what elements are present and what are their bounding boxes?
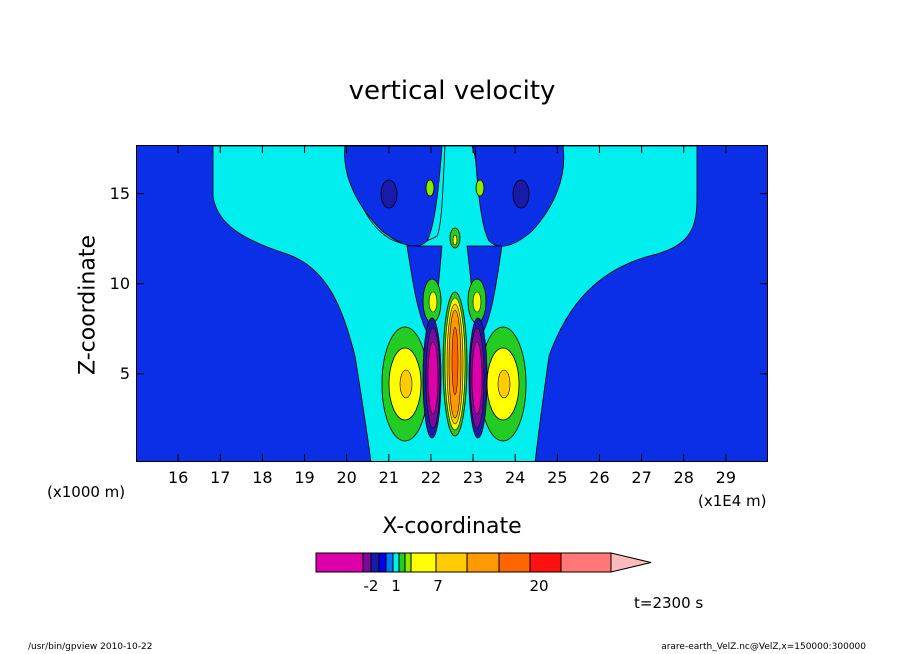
footer-left: /usr/bin/gpview 2010-10-22 — [28, 642, 153, 652]
colorbar-swatch — [362, 552, 372, 573]
colorbar-label: 7 — [433, 577, 443, 595]
upper-yellow-center — [452, 234, 458, 246]
x-tick-label: 22 — [420, 468, 442, 487]
colorbar-swatch — [466, 552, 500, 573]
upper-dark-left — [380, 179, 398, 209]
y-axis-label: Z-coordinate — [75, 235, 101, 375]
x-tick-label: 28 — [673, 468, 694, 487]
chart-title: vertical velocity — [348, 76, 556, 106]
x-tick-label: 16 — [167, 468, 189, 487]
colorbar-extend-arrow — [610, 552, 652, 573]
x-tick-label: 18 — [252, 468, 273, 487]
colorbar-swatch — [498, 552, 531, 573]
colorbar-swatch — [370, 552, 380, 573]
core-deep-orange — [451, 326, 459, 396]
colorbar-swatch — [378, 552, 387, 573]
y-tick-label: 10 — [109, 273, 130, 293]
colorbar-swatch — [435, 552, 468, 573]
colorbar-swatch — [529, 552, 562, 573]
upper-green-right — [475, 179, 485, 197]
x-unit-left: (x1000 m) — [47, 483, 126, 501]
mid-yellow-right — [472, 291, 482, 313]
x-tick-label: 20 — [336, 468, 357, 487]
yellow-lobe-left-inner — [399, 369, 413, 399]
colorbar-swatch — [315, 552, 364, 573]
x-tick-label: 26 — [589, 468, 610, 487]
mid-yellow-left — [428, 291, 438, 313]
colorbar-swatch — [392, 552, 400, 573]
footer-right: arare-earth_VelZ.nc@VelZ,x=150000:300000 — [661, 642, 866, 652]
colorbar-swatch — [385, 552, 394, 573]
colorbar-swatch — [560, 552, 612, 573]
colorbar — [315, 552, 652, 573]
x-tick-label: 21 — [378, 468, 399, 487]
magenta-lobe-right — [471, 341, 483, 415]
x-tick-label: 23 — [462, 468, 484, 487]
x-tick-label: 19 — [294, 468, 315, 487]
x-unit-right: (x1E4 m) — [698, 492, 767, 510]
plot-area — [136, 145, 768, 462]
colorbar-label: 1 — [391, 577, 401, 595]
x-tick-label: 24 — [505, 468, 526, 487]
y-tick-label: 5 — [119, 363, 130, 383]
y-ticks — [136, 193, 768, 375]
y-tick-label: 15 — [109, 183, 130, 203]
x-tick-label: 25 — [547, 468, 568, 487]
colorbar-label: -2 — [363, 577, 379, 595]
colorbar-swatch — [398, 552, 406, 573]
colorbar-swatch — [404, 552, 412, 573]
x-tick-label: 29 — [715, 468, 737, 487]
x-ticks — [177, 145, 727, 462]
upper-green-left — [425, 179, 435, 197]
magenta-lobe-left — [427, 341, 439, 415]
colorbar-swatch — [410, 552, 437, 573]
colorbar-label: 20 — [529, 577, 549, 595]
contour-plot — [137, 146, 767, 461]
time-label: t=2300 s — [634, 594, 704, 612]
x-axis-label: X-coordinate — [382, 514, 522, 539]
yellow-lobe-right-inner — [497, 369, 511, 399]
x-tick-label: 27 — [631, 468, 652, 487]
x-tick-label: 17 — [210, 468, 231, 487]
upper-dark-right — [512, 179, 530, 209]
